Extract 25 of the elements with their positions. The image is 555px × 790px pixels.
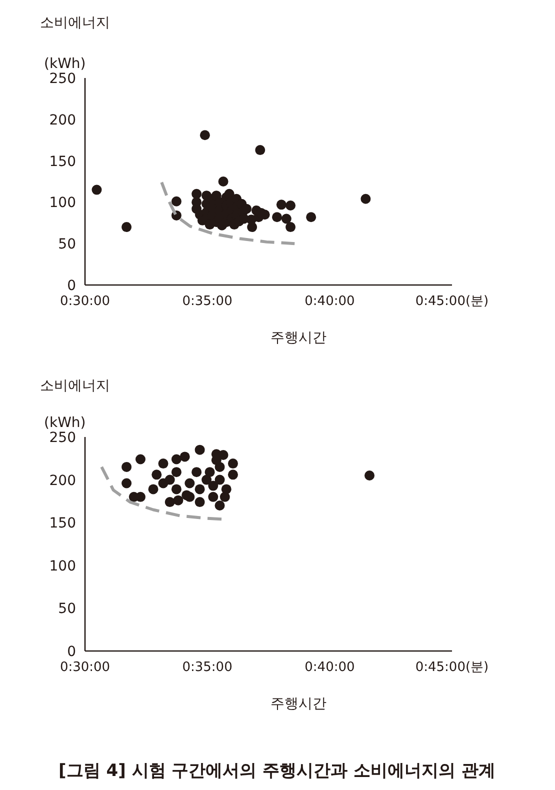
text: 소비에너지 (kWh) (40, 15, 110, 72)
y-tick-label: 50 (58, 601, 76, 618)
y-tick-label: 50 (58, 236, 76, 253)
x-tick-label: 0:40:00 (304, 294, 355, 309)
y-tick-label: 250 (49, 430, 76, 446)
x-axis-title: 주행시간 (270, 696, 326, 712)
x-tick-label: 0:30:00 (60, 294, 110, 309)
y-tick-label: 150 (49, 154, 76, 170)
y-tick-label: 200 (49, 112, 76, 128)
y-tick-label: 0 (67, 278, 76, 294)
y-tick-label: 150 (49, 516, 76, 532)
x-axis-title: 주행시간 (270, 330, 326, 346)
x-tick-label: 0:35:00 (182, 660, 232, 675)
y-tick-label: 0 (67, 644, 76, 660)
y-tick-label: 200 (49, 472, 76, 489)
text: 소비에너지 (kWh) (40, 378, 110, 431)
x-tick-label: 0:30:00 (60, 660, 110, 675)
x-tick-label: 0:45:00(분) (415, 660, 489, 675)
x-tick-label: 0:45:00(분) (415, 294, 489, 309)
y-tick-label: 100 (49, 195, 76, 212)
y-tick-label: 250 (49, 71, 76, 87)
x-tick-label: 0:35:00 (182, 294, 232, 309)
x-tick-label: 0:40:00 (304, 660, 355, 675)
text: [그림 4] 시험 구간에서의 주행시간과 소비에너지의 관계 (58, 761, 496, 781)
y-tick-label: 100 (49, 558, 76, 574)
